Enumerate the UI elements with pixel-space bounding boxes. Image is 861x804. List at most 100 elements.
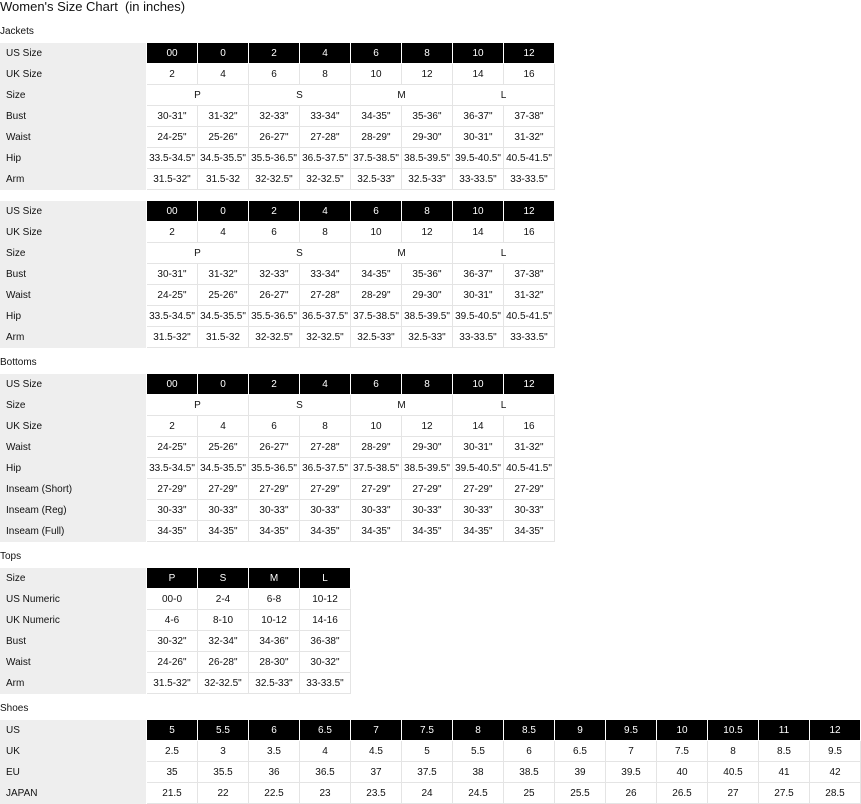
cell: 40 bbox=[657, 762, 708, 783]
cell: 8 bbox=[300, 416, 351, 437]
cell: 32-32.5" bbox=[300, 327, 351, 348]
cell: 34-35" bbox=[453, 521, 504, 542]
row-label: JAPAN bbox=[0, 783, 146, 804]
cell: 34.5-35.5" bbox=[198, 458, 249, 479]
row-label: Size bbox=[0, 395, 146, 416]
header-cell: 12 bbox=[504, 201, 555, 222]
row-label: Hip bbox=[0, 148, 146, 169]
cell: 27-29" bbox=[402, 479, 453, 500]
cell: 33-33.5" bbox=[504, 169, 555, 190]
cell: 28.5 bbox=[810, 783, 861, 804]
cell: 30-31" bbox=[147, 264, 198, 285]
header-cell: 12 bbox=[504, 43, 555, 64]
row-label: UK Size bbox=[0, 416, 146, 437]
header-cell: 00 bbox=[147, 374, 198, 395]
cell: 14-16 bbox=[300, 610, 351, 631]
header-cell: 8 bbox=[402, 374, 453, 395]
cell: 39.5-40.5" bbox=[453, 306, 504, 327]
cell: 2 bbox=[147, 416, 198, 437]
cell: 33-34" bbox=[300, 106, 351, 127]
cell: 24-25" bbox=[147, 127, 198, 148]
cell: 36.5-37.5" bbox=[300, 148, 351, 169]
title: Women's Size Chart (in inches) bbox=[0, 0, 186, 14]
cell: 7.5 bbox=[657, 741, 708, 762]
cell: 27-29" bbox=[453, 479, 504, 500]
header-cell: 4 bbox=[300, 43, 351, 64]
header-cell: 11 bbox=[759, 720, 810, 741]
cell: 8 bbox=[300, 222, 351, 243]
cell: 32.5-33" bbox=[402, 327, 453, 348]
cell: 25.5 bbox=[555, 783, 606, 804]
cell: 27.5 bbox=[759, 783, 810, 804]
cell: 32-33" bbox=[249, 106, 300, 127]
cell: 25 bbox=[504, 783, 555, 804]
cell: 10 bbox=[351, 416, 402, 437]
cell: S bbox=[249, 243, 351, 264]
cell: 38.5-39.5" bbox=[402, 306, 453, 327]
cell: 32-32.5" bbox=[198, 673, 249, 694]
cell: 33.5-34.5" bbox=[147, 306, 198, 327]
cell: 31.5-32" bbox=[147, 169, 198, 190]
cell: 33-34" bbox=[300, 264, 351, 285]
cell: 2 bbox=[147, 64, 198, 85]
section-heading: Bottoms bbox=[0, 357, 37, 368]
cell: 42 bbox=[810, 762, 861, 783]
cell: 34-35" bbox=[504, 521, 555, 542]
header-cell: P bbox=[147, 568, 198, 589]
cell: 32-33" bbox=[249, 264, 300, 285]
cell: 37 bbox=[351, 762, 402, 783]
header-cell: 2 bbox=[249, 201, 300, 222]
cell: 32.5-33" bbox=[249, 673, 300, 694]
cell: 41 bbox=[759, 762, 810, 783]
cell: 30-31" bbox=[453, 127, 504, 148]
row-label: Hip bbox=[0, 458, 146, 479]
cell: 8 bbox=[708, 741, 759, 762]
cell: 14 bbox=[453, 64, 504, 85]
cell: 34-35" bbox=[147, 521, 198, 542]
cell: 00-0 bbox=[147, 589, 198, 610]
row-label: Waist bbox=[0, 437, 146, 458]
cell: S bbox=[249, 395, 351, 416]
cell: 32.5-33" bbox=[351, 169, 402, 190]
cell: 37.5-38.5" bbox=[351, 458, 402, 479]
cell: 37-38" bbox=[504, 264, 555, 285]
header-cell: 10.5 bbox=[708, 720, 759, 741]
cell: 33-33.5" bbox=[453, 169, 504, 190]
cell: 9.5 bbox=[810, 741, 861, 762]
cell: 12 bbox=[402, 222, 453, 243]
cell: 10-12 bbox=[300, 589, 351, 610]
cell: 40.5-41.5" bbox=[504, 306, 555, 327]
cell: 30-33" bbox=[249, 500, 300, 521]
header-cell: 5.5 bbox=[198, 720, 249, 741]
cell: 27-29" bbox=[198, 479, 249, 500]
cell: 32-34" bbox=[198, 631, 249, 652]
cell: 26 bbox=[606, 783, 657, 804]
header-cell: 4 bbox=[300, 374, 351, 395]
cell: 2.5 bbox=[147, 741, 198, 762]
cell: 25-26" bbox=[198, 437, 249, 458]
cell: 14 bbox=[453, 222, 504, 243]
cell: 31-32" bbox=[198, 264, 249, 285]
cell: 36.5 bbox=[300, 762, 351, 783]
cell: M bbox=[351, 243, 453, 264]
row-label: UK Size bbox=[0, 64, 146, 85]
cell: 35.5-36.5" bbox=[249, 458, 300, 479]
cell: 26.5 bbox=[657, 783, 708, 804]
cell: 33-33.5" bbox=[504, 327, 555, 348]
cell: 6 bbox=[249, 416, 300, 437]
cell: 35.5-36.5" bbox=[249, 306, 300, 327]
row-label: Size bbox=[0, 243, 146, 264]
cell: 6.5 bbox=[555, 741, 606, 762]
cell: 36 bbox=[249, 762, 300, 783]
header-cell: 0 bbox=[198, 201, 249, 222]
cell: 38.5 bbox=[504, 762, 555, 783]
cell: 8-10 bbox=[198, 610, 249, 631]
header-cell: 9 bbox=[555, 720, 606, 741]
cell: 40.5-41.5" bbox=[504, 458, 555, 479]
row-label: Waist bbox=[0, 285, 146, 306]
cell: 24-25" bbox=[147, 437, 198, 458]
cell: 12 bbox=[402, 416, 453, 437]
cell: 16 bbox=[504, 222, 555, 243]
cell: 12 bbox=[402, 64, 453, 85]
